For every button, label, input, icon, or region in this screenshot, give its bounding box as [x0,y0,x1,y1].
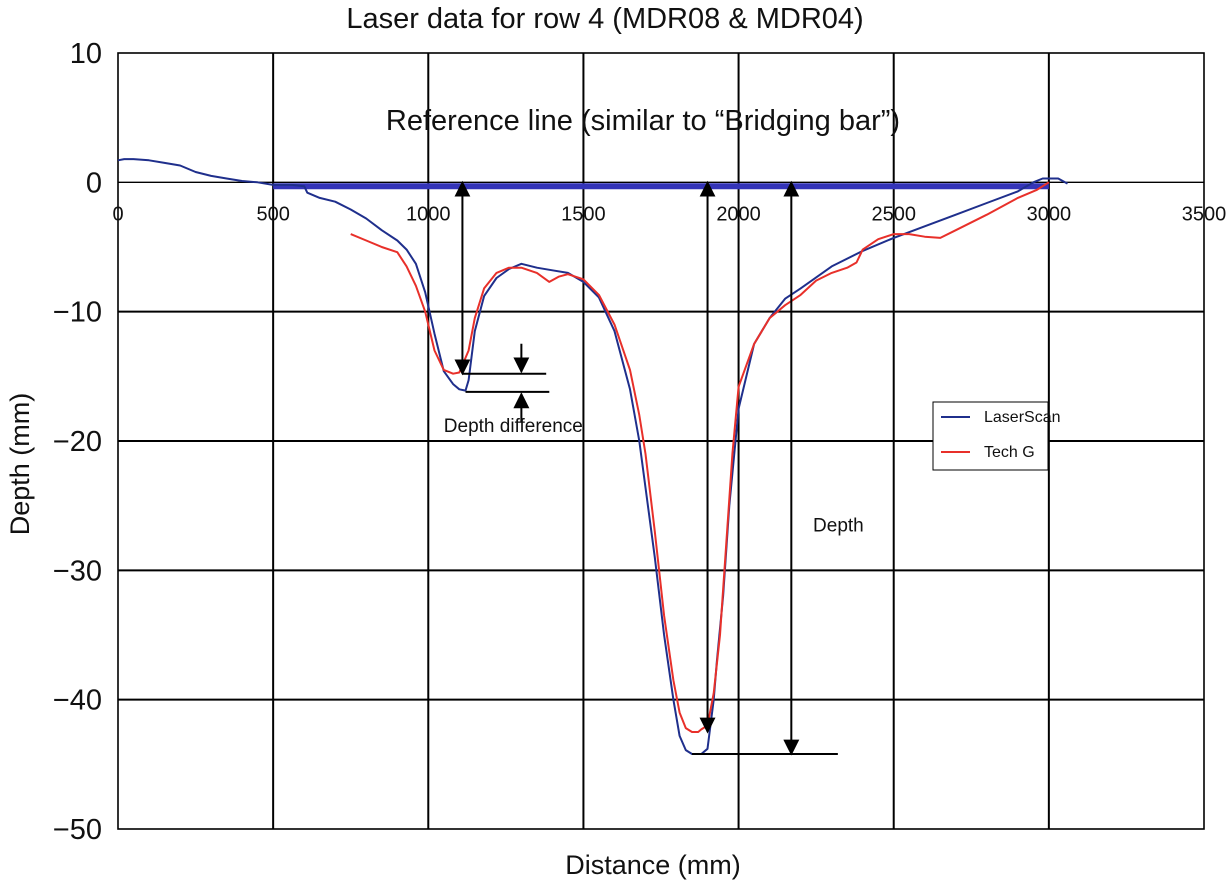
y-axis-label: Depth (mm) [5,393,35,536]
y-tick-label-1: 0 [86,167,102,199]
x-tick-label-1000: 1000 [406,203,451,225]
x-tick-label-3500: 3500 [1182,203,1227,225]
legend-box [932,401,1049,471]
reference-line-label: Reference line (similar to “Bridging bar… [386,105,900,137]
y-tick-label-0: 10 [70,38,102,70]
depth-label: Depth [813,516,864,537]
chart-title: Laser data for row 4 (MDR08 & MDR04) [346,3,863,35]
y-tick-label-6: −50 [53,814,102,846]
y-tick-label-3: −20 [53,426,102,458]
legend-label-laserscan: LaserScan [984,409,1061,426]
grid-lines [118,53,1204,829]
tick-labels: 0 500 1000 1500 2000 2500 3000 3500 10 0 −10 −20 −30… [53,38,1226,846]
legend-label-tech-g: Tech G [984,444,1035,461]
y-tick-label-2: −10 [53,297,102,329]
legend: LaserScan Tech G [932,401,1061,471]
x-tick-label-2500: 2500 [871,203,916,225]
depth-difference-label: Depth difference [444,416,583,437]
y-tick-label-4: −30 [53,555,102,587]
y-tick-label-5: −40 [53,685,102,717]
annotations: Depth difference Depth [444,180,864,756]
x-tick-label-500: 500 [256,203,289,225]
x-tick-label-2000: 2000 [716,203,761,225]
x-tick-label-1500: 1500 [561,203,606,225]
x-tick-label-3000: 3000 [1027,203,1072,225]
x-axis-label: Distance (mm) [565,850,741,880]
x-tick-label-0: 0 [112,203,123,225]
